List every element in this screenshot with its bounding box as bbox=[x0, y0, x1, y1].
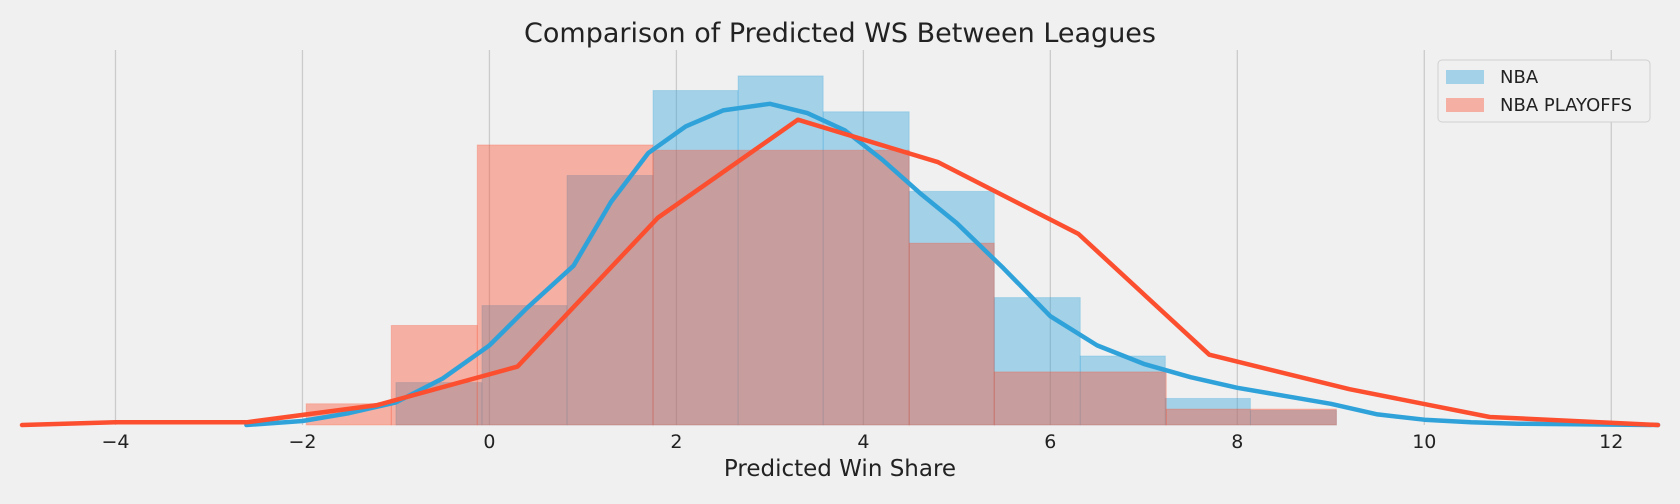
histogram-bar-nba-playoffs bbox=[1165, 408, 1337, 426]
legend-swatch-nba-playoffs bbox=[1446, 98, 1484, 112]
x-tick-label: −4 bbox=[101, 431, 129, 453]
histogram-bar-nba bbox=[993, 297, 1081, 426]
histogram-bar-nba-playoffs bbox=[993, 371, 1167, 426]
x-tick-labels: −4 −2 0 2 4 6 8 10 12 bbox=[101, 431, 1623, 453]
histogram-bar-nba bbox=[481, 305, 568, 426]
density-lines bbox=[19, 101, 1661, 428]
legend-label-nba: NBA bbox=[1500, 67, 1539, 88]
x-tick-label: 8 bbox=[1231, 431, 1243, 453]
histogram-bar-nba bbox=[652, 90, 739, 426]
legend-label-nba-playoffs: NBA PLAYOFFS bbox=[1500, 95, 1632, 116]
legend-swatch-nba bbox=[1446, 70, 1484, 84]
histogram-bar-nba bbox=[1164, 397, 1251, 426]
legend: NBA NBA PLAYOFFS bbox=[1437, 59, 1651, 123]
density-line-nba-playoffs bbox=[19, 117, 1661, 428]
histogram-bar-nba bbox=[822, 111, 910, 426]
x-axis-label: Predicted Win Share bbox=[724, 456, 956, 482]
histogram-bar-nba bbox=[1249, 409, 1337, 426]
histogram-bar-nba-playoffs bbox=[476, 144, 654, 426]
x-tick-label: −2 bbox=[288, 431, 316, 453]
chart-title: Comparison of Predicted WS Between Leagu… bbox=[524, 18, 1156, 49]
histogram-bar-nba bbox=[908, 190, 995, 426]
histogram-bar-nba-playoffs bbox=[652, 149, 910, 426]
x-tick-label: 4 bbox=[857, 431, 869, 453]
histogram-bar-nba-playoffs bbox=[390, 324, 478, 426]
x-tick-label: 0 bbox=[483, 431, 495, 453]
x-tick-label: 6 bbox=[1044, 431, 1056, 453]
histogram-bar-nba-playoffs bbox=[908, 242, 995, 426]
x-tick-label: 2 bbox=[670, 431, 682, 453]
density-line-nba bbox=[244, 101, 1661, 428]
x-tick-label: 12 bbox=[1599, 431, 1623, 453]
legend-frame bbox=[1437, 59, 1651, 123]
x-tick-label: 10 bbox=[1412, 431, 1436, 453]
